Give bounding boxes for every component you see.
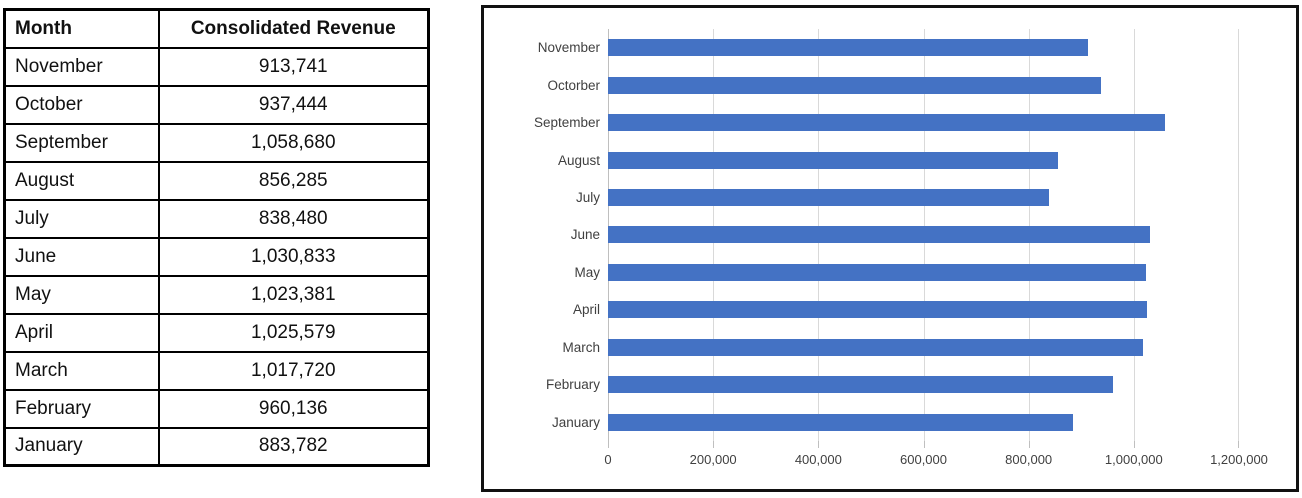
- axis-tick: [1238, 441, 1239, 448]
- category-label: November: [537, 40, 600, 56]
- table-header-row: Month Consolidated Revenue: [3, 8, 430, 49]
- bar-row: [608, 329, 1239, 366]
- bar: [608, 338, 1144, 356]
- revenue-cell: 913,741: [157, 46, 430, 87]
- revenue-cell: 856,285: [157, 160, 430, 201]
- month-cell: January: [3, 426, 160, 467]
- axis-tick: [713, 441, 715, 448]
- bar-row: [608, 179, 1239, 216]
- category-label: Octorber: [547, 77, 600, 93]
- month-cell: February: [3, 388, 160, 429]
- month-cell: March: [3, 350, 160, 391]
- bar-row: [608, 66, 1239, 103]
- revenue-table-container: Month Consolidated Revenue November 913,7…: [3, 8, 430, 467]
- month-cell: August: [3, 160, 160, 201]
- category-label: February: [545, 377, 600, 393]
- bar-row: [608, 104, 1239, 141]
- gridline: [1238, 29, 1239, 441]
- table-row: June 1,030,833: [3, 236, 430, 277]
- revenue-table-body: November 913,741 October 937,444 September 1,…: [3, 46, 430, 467]
- x-axis-labels: 0 200,000 400,000 600,000 800,000 1,000,000 1,…: [604, 452, 1268, 468]
- bar-chart: November Octorber September August July June M…: [481, 5, 1299, 492]
- axis-tick: [818, 441, 820, 448]
- revenue-cell: 1,017,720: [157, 350, 430, 391]
- axis-tick: [923, 441, 925, 448]
- x-tick-label: 600,000: [900, 452, 947, 467]
- month-cell: November: [3, 46, 160, 87]
- table-row: January 883,782: [3, 426, 430, 467]
- revenue-cell: 1,025,579: [157, 312, 430, 353]
- table-row: September 1,058,680: [3, 122, 430, 163]
- month-cell: May: [3, 274, 160, 315]
- category-label: May: [574, 264, 600, 280]
- revenue-cell: 1,023,381: [157, 274, 430, 315]
- table-row: March 1,017,720: [3, 350, 430, 391]
- bars-area: [608, 29, 1239, 441]
- bar-row: [608, 29, 1239, 66]
- table-row: February 960,136: [3, 388, 430, 429]
- bar: [608, 76, 1101, 94]
- month-cell: June: [3, 236, 160, 277]
- bar: [608, 263, 1147, 281]
- revenue-cell: 838,480: [157, 198, 430, 239]
- axis-tick: [1028, 441, 1030, 448]
- bar-row: [608, 141, 1239, 178]
- x-tick-label: 200,000: [689, 452, 737, 467]
- bar-row: [608, 216, 1239, 253]
- category-label: January: [551, 414, 600, 430]
- revenue-cell: 1,030,833: [157, 236, 430, 277]
- table-row: November 913,741: [3, 46, 430, 87]
- axis-tick: [608, 441, 609, 448]
- bar: [608, 413, 1073, 431]
- revenue-table: Month Consolidated Revenue November 913,7…: [3, 8, 430, 467]
- category-label: July: [575, 190, 600, 206]
- axis-ticks: [608, 441, 1239, 448]
- revenue-column-header: Consolidated Revenue: [157, 8, 430, 49]
- x-tick-label: 1,200,000: [1210, 452, 1268, 467]
- x-tick-label: 0: [604, 452, 612, 467]
- revenue-cell: 937,444: [157, 84, 430, 125]
- x-tick-label: 400,000: [794, 452, 842, 467]
- revenue-cell: 883,782: [157, 426, 430, 467]
- category-label: June: [570, 227, 600, 243]
- category-label: April: [572, 302, 600, 318]
- month-cell: October: [3, 84, 160, 125]
- bar-row: [608, 366, 1239, 403]
- bar-row: [608, 291, 1239, 328]
- plot-area: [608, 29, 1239, 441]
- table-row: August 856,285: [3, 160, 430, 201]
- month-cell: September: [3, 122, 160, 163]
- x-tick-label: 800,000: [1005, 452, 1053, 467]
- bar-row: [608, 404, 1239, 441]
- bar: [608, 151, 1059, 169]
- category-label: September: [533, 115, 600, 131]
- revenue-cell: 960,136: [157, 388, 430, 429]
- axis-tick: [1133, 441, 1135, 448]
- bar: [608, 301, 1148, 319]
- revenue-cell: 1,058,680: [157, 122, 430, 163]
- bar: [608, 189, 1049, 207]
- month-cell: April: [3, 312, 160, 353]
- bar: [608, 39, 1089, 57]
- table-row: October 937,444: [3, 84, 430, 125]
- bar-row: [608, 254, 1239, 291]
- table-row: July 838,480: [3, 198, 430, 239]
- table-row: April 1,025,579: [3, 312, 430, 353]
- category-label: August: [557, 152, 600, 168]
- month-column-header: Month: [3, 8, 160, 49]
- bar: [608, 226, 1151, 244]
- x-tick-label: 1,000,000: [1104, 452, 1163, 467]
- table-row: May 1,023,381: [3, 274, 430, 315]
- month-cell: July: [3, 198, 160, 239]
- category-labels: November Octorber September August July June M…: [484, 29, 600, 441]
- category-label: March: [562, 339, 600, 355]
- bar: [608, 114, 1165, 132]
- bar: [608, 376, 1113, 394]
